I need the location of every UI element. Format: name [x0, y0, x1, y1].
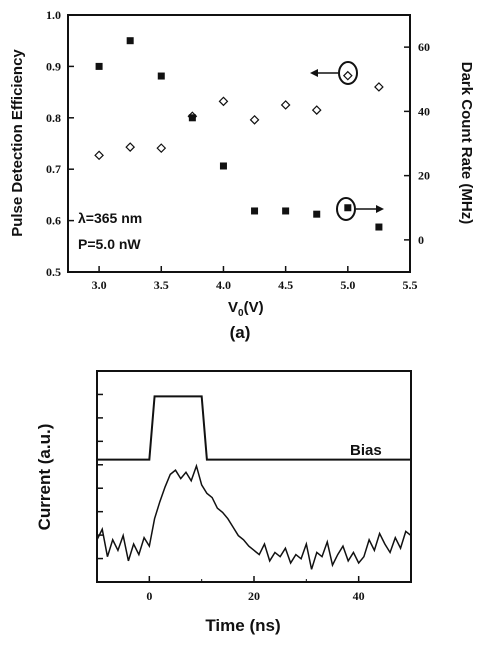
left-indicator-ellipse — [338, 61, 358, 85]
y-right-tick-label: 0 — [418, 233, 424, 247]
panel-b-x-ticks: 0 20 40 — [96, 576, 412, 603]
current-trace — [96, 463, 412, 570]
right-axis-indicator — [336, 197, 384, 221]
panel-b: 0 20 40 Bias Current (a.u.) Time (ns) — [35, 370, 412, 635]
bias-trace — [97, 395, 411, 461]
diamond-point — [156, 143, 167, 153]
x-tick-label: 40 — [353, 589, 365, 603]
y-axis-label-current: Current (a.u.) — [35, 424, 54, 531]
x-tick-label: 20 — [248, 589, 260, 603]
square-point — [282, 207, 290, 215]
square-point — [375, 223, 383, 231]
panel-a: 3.0 3.5 4.0 4.5 5.0 5.5 0.5 0.6 0.7 0.8 0.9 1.0 0 2… — [9, 8, 475, 342]
y-right-tick-label: 40 — [418, 104, 430, 118]
diamond-point — [218, 96, 229, 107]
y-right-tick-label: 20 — [418, 169, 430, 183]
diamond-point — [94, 150, 104, 161]
square-point — [344, 204, 352, 212]
y-left-tick-label: 0.6 — [46, 214, 61, 228]
y-left-tick-label: 0.7 — [46, 162, 61, 176]
x-tick-label: 0 — [146, 589, 152, 603]
right-indicator-ellipse — [336, 197, 356, 221]
square-point — [157, 72, 165, 80]
x-tick-label: 3.0 — [92, 278, 107, 292]
bias-label: Bias — [350, 442, 382, 459]
y-left-tick-label: 1.0 — [46, 8, 61, 22]
x-tick-label: 4.5 — [278, 278, 293, 292]
x-axis-label-main: V — [228, 299, 238, 316]
panel-a-frame — [67, 14, 411, 273]
square-point — [313, 210, 321, 218]
square-point — [219, 162, 227, 170]
annotation-power: P=5.0 nW — [78, 236, 141, 252]
diamond-point — [125, 142, 136, 152]
diamond-point — [342, 70, 353, 81]
y-left-tick-label: 0.8 — [46, 111, 61, 125]
y-axis-left-label: Pulse Detection Efficiency — [9, 49, 26, 237]
square-point — [126, 37, 134, 45]
x-tick-label: 3.5 — [154, 278, 169, 292]
diamond-point — [311, 105, 322, 115]
annotation-wavelength: λ=365 nm — [78, 210, 142, 226]
panel-a-y-left-ticks: 0.5 0.6 0.7 0.8 0.9 1.0 — [46, 8, 74, 279]
panel-a-x-ticks: 3.0 3.5 4.0 4.5 5.0 5.5 — [92, 266, 418, 292]
diamond-point — [249, 115, 260, 125]
square-point — [188, 114, 196, 122]
x-tick-label: 5.0 — [340, 278, 355, 292]
square-point — [251, 207, 259, 215]
y-right-tick-label: 60 — [418, 40, 430, 54]
panel-a-y-right-ticks: 0 20 40 60 — [404, 40, 430, 247]
series-open-diamond — [94, 70, 384, 161]
x-axis-label-unit: (V) — [244, 299, 264, 316]
panel-a-label: (a) — [230, 323, 251, 342]
x-tick-label: 4.0 — [216, 278, 231, 292]
series-filled-square — [95, 37, 383, 231]
panel-b-y-ticks — [97, 393, 103, 560]
right-indicator-arrowhead — [376, 205, 384, 213]
left-indicator-arrowhead — [310, 69, 318, 77]
x-axis-label: V0(V) — [228, 299, 264, 319]
x-axis-label-time: Time (ns) — [205, 616, 280, 635]
y-axis-right-label: Dark Count Rate (MHz) — [458, 62, 475, 225]
left-axis-indicator — [310, 61, 358, 85]
diamond-point — [374, 82, 384, 92]
square-point — [95, 62, 103, 70]
diamond-point — [280, 100, 291, 110]
x-tick-label: 5.5 — [403, 278, 418, 292]
y-left-tick-label: 0.9 — [46, 59, 61, 73]
x-axis-label-sub: 0 — [238, 308, 244, 319]
y-left-tick-label: 0.5 — [46, 265, 61, 279]
